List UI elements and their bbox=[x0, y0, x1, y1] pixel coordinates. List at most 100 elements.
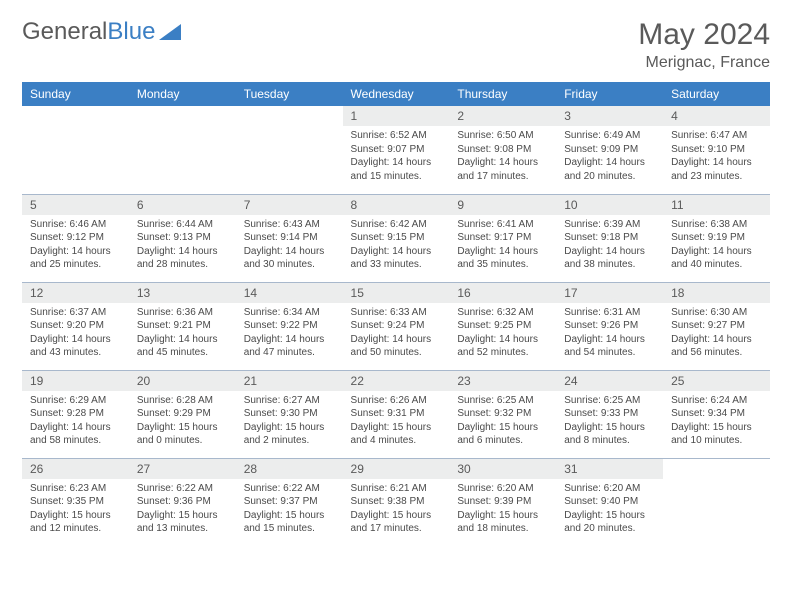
day-number: 1 bbox=[343, 106, 450, 126]
day-details: Sunrise: 6:36 AMSunset: 9:21 PMDaylight:… bbox=[129, 303, 236, 366]
brand-part2: Blue bbox=[107, 18, 155, 46]
day-details: Sunrise: 6:33 AMSunset: 9:24 PMDaylight:… bbox=[343, 303, 450, 366]
day-number: 19 bbox=[22, 371, 129, 391]
calendar-week-row: 5Sunrise: 6:46 AMSunset: 9:12 PMDaylight… bbox=[22, 194, 770, 282]
brand-logo: GeneralBlue bbox=[22, 18, 181, 46]
day-number: 26 bbox=[22, 459, 129, 479]
brand-part1: General bbox=[22, 18, 107, 46]
calendar-cell bbox=[236, 106, 343, 194]
day-details: Sunrise: 6:25 AMSunset: 9:33 PMDaylight:… bbox=[556, 391, 663, 454]
day-details: Sunrise: 6:37 AMSunset: 9:20 PMDaylight:… bbox=[22, 303, 129, 366]
day-details: Sunrise: 6:20 AMSunset: 9:40 PMDaylight:… bbox=[556, 479, 663, 542]
title-block: May 2024 Merignac, France bbox=[638, 18, 770, 72]
day-number: 2 bbox=[449, 106, 556, 126]
day-number: 9 bbox=[449, 195, 556, 215]
calendar-week-row: 1Sunrise: 6:52 AMSunset: 9:07 PMDaylight… bbox=[22, 106, 770, 194]
day-number: 10 bbox=[556, 195, 663, 215]
day-number: 23 bbox=[449, 371, 556, 391]
day-details: Sunrise: 6:34 AMSunset: 9:22 PMDaylight:… bbox=[236, 303, 343, 366]
calendar-cell: 16Sunrise: 6:32 AMSunset: 9:25 PMDayligh… bbox=[449, 282, 556, 370]
calendar-cell: 29Sunrise: 6:21 AMSunset: 9:38 PMDayligh… bbox=[343, 458, 450, 546]
brand-triangle-icon bbox=[159, 24, 181, 40]
day-number: 20 bbox=[129, 371, 236, 391]
day-number: 5 bbox=[22, 195, 129, 215]
calendar-week-row: 12Sunrise: 6:37 AMSunset: 9:20 PMDayligh… bbox=[22, 282, 770, 370]
calendar-cell: 15Sunrise: 6:33 AMSunset: 9:24 PMDayligh… bbox=[343, 282, 450, 370]
calendar-cell: 31Sunrise: 6:20 AMSunset: 9:40 PMDayligh… bbox=[556, 458, 663, 546]
day-details: Sunrise: 6:31 AMSunset: 9:26 PMDaylight:… bbox=[556, 303, 663, 366]
day-number: 14 bbox=[236, 283, 343, 303]
calendar-cell: 11Sunrise: 6:38 AMSunset: 9:19 PMDayligh… bbox=[663, 194, 770, 282]
day-details: Sunrise: 6:46 AMSunset: 9:12 PMDaylight:… bbox=[22, 215, 129, 278]
day-number: 8 bbox=[343, 195, 450, 215]
day-details: Sunrise: 6:26 AMSunset: 9:31 PMDaylight:… bbox=[343, 391, 450, 454]
calendar-cell: 2Sunrise: 6:50 AMSunset: 9:08 PMDaylight… bbox=[449, 106, 556, 194]
calendar-cell: 7Sunrise: 6:43 AMSunset: 9:14 PMDaylight… bbox=[236, 194, 343, 282]
calendar-cell: 1Sunrise: 6:52 AMSunset: 9:07 PMDaylight… bbox=[343, 106, 450, 194]
day-number: 25 bbox=[663, 371, 770, 391]
day-number: 13 bbox=[129, 283, 236, 303]
day-number: 27 bbox=[129, 459, 236, 479]
day-details: Sunrise: 6:23 AMSunset: 9:35 PMDaylight:… bbox=[22, 479, 129, 542]
day-details: Sunrise: 6:24 AMSunset: 9:34 PMDaylight:… bbox=[663, 391, 770, 454]
day-number: 7 bbox=[236, 195, 343, 215]
day-details: Sunrise: 6:32 AMSunset: 9:25 PMDaylight:… bbox=[449, 303, 556, 366]
day-number: 22 bbox=[343, 371, 450, 391]
day-number: 4 bbox=[663, 106, 770, 126]
calendar-cell: 9Sunrise: 6:41 AMSunset: 9:17 PMDaylight… bbox=[449, 194, 556, 282]
weekday-header: Wednesday bbox=[343, 82, 450, 106]
weekday-header-row: Sunday Monday Tuesday Wednesday Thursday… bbox=[22, 82, 770, 106]
day-details: Sunrise: 6:39 AMSunset: 9:18 PMDaylight:… bbox=[556, 215, 663, 278]
day-number: 31 bbox=[556, 459, 663, 479]
page-header: GeneralBlue May 2024 Merignac, France bbox=[22, 18, 770, 72]
calendar-cell bbox=[129, 106, 236, 194]
calendar-cell: 19Sunrise: 6:29 AMSunset: 9:28 PMDayligh… bbox=[22, 370, 129, 458]
day-details: Sunrise: 6:21 AMSunset: 9:38 PMDaylight:… bbox=[343, 479, 450, 542]
day-number: 24 bbox=[556, 371, 663, 391]
calendar-cell: 4Sunrise: 6:47 AMSunset: 9:10 PMDaylight… bbox=[663, 106, 770, 194]
calendar-cell: 14Sunrise: 6:34 AMSunset: 9:22 PMDayligh… bbox=[236, 282, 343, 370]
day-details: Sunrise: 6:44 AMSunset: 9:13 PMDaylight:… bbox=[129, 215, 236, 278]
day-number: 3 bbox=[556, 106, 663, 126]
day-number: 28 bbox=[236, 459, 343, 479]
calendar-cell: 25Sunrise: 6:24 AMSunset: 9:34 PMDayligh… bbox=[663, 370, 770, 458]
day-details: Sunrise: 6:42 AMSunset: 9:15 PMDaylight:… bbox=[343, 215, 450, 278]
weekday-header: Sunday bbox=[22, 82, 129, 106]
day-details: Sunrise: 6:25 AMSunset: 9:32 PMDaylight:… bbox=[449, 391, 556, 454]
day-details: Sunrise: 6:50 AMSunset: 9:08 PMDaylight:… bbox=[449, 126, 556, 189]
day-details: Sunrise: 6:52 AMSunset: 9:07 PMDaylight:… bbox=[343, 126, 450, 189]
calendar-cell: 28Sunrise: 6:22 AMSunset: 9:37 PMDayligh… bbox=[236, 458, 343, 546]
day-number: 30 bbox=[449, 459, 556, 479]
weekday-header: Monday bbox=[129, 82, 236, 106]
day-details: Sunrise: 6:30 AMSunset: 9:27 PMDaylight:… bbox=[663, 303, 770, 366]
calendar-cell: 20Sunrise: 6:28 AMSunset: 9:29 PMDayligh… bbox=[129, 370, 236, 458]
calendar-cell: 22Sunrise: 6:26 AMSunset: 9:31 PMDayligh… bbox=[343, 370, 450, 458]
day-number: 11 bbox=[663, 195, 770, 215]
calendar-cell: 17Sunrise: 6:31 AMSunset: 9:26 PMDayligh… bbox=[556, 282, 663, 370]
calendar-cell: 6Sunrise: 6:44 AMSunset: 9:13 PMDaylight… bbox=[129, 194, 236, 282]
calendar-cell: 21Sunrise: 6:27 AMSunset: 9:30 PMDayligh… bbox=[236, 370, 343, 458]
calendar-week-row: 26Sunrise: 6:23 AMSunset: 9:35 PMDayligh… bbox=[22, 458, 770, 546]
calendar-cell: 3Sunrise: 6:49 AMSunset: 9:09 PMDaylight… bbox=[556, 106, 663, 194]
day-details: Sunrise: 6:47 AMSunset: 9:10 PMDaylight:… bbox=[663, 126, 770, 189]
weekday-header: Friday bbox=[556, 82, 663, 106]
day-details: Sunrise: 6:43 AMSunset: 9:14 PMDaylight:… bbox=[236, 215, 343, 278]
weekday-header: Thursday bbox=[449, 82, 556, 106]
calendar-cell: 18Sunrise: 6:30 AMSunset: 9:27 PMDayligh… bbox=[663, 282, 770, 370]
day-details: Sunrise: 6:38 AMSunset: 9:19 PMDaylight:… bbox=[663, 215, 770, 278]
day-details: Sunrise: 6:28 AMSunset: 9:29 PMDaylight:… bbox=[129, 391, 236, 454]
day-details: Sunrise: 6:41 AMSunset: 9:17 PMDaylight:… bbox=[449, 215, 556, 278]
day-number: 17 bbox=[556, 283, 663, 303]
calendar-cell: 23Sunrise: 6:25 AMSunset: 9:32 PMDayligh… bbox=[449, 370, 556, 458]
day-number: 21 bbox=[236, 371, 343, 391]
calendar-cell: 24Sunrise: 6:25 AMSunset: 9:33 PMDayligh… bbox=[556, 370, 663, 458]
calendar-cell: 12Sunrise: 6:37 AMSunset: 9:20 PMDayligh… bbox=[22, 282, 129, 370]
day-details: Sunrise: 6:49 AMSunset: 9:09 PMDaylight:… bbox=[556, 126, 663, 189]
calendar-cell: 8Sunrise: 6:42 AMSunset: 9:15 PMDaylight… bbox=[343, 194, 450, 282]
calendar-cell: 13Sunrise: 6:36 AMSunset: 9:21 PMDayligh… bbox=[129, 282, 236, 370]
day-number: 15 bbox=[343, 283, 450, 303]
day-number: 29 bbox=[343, 459, 450, 479]
month-title: May 2024 bbox=[638, 18, 770, 52]
day-details: Sunrise: 6:20 AMSunset: 9:39 PMDaylight:… bbox=[449, 479, 556, 542]
calendar-week-row: 19Sunrise: 6:29 AMSunset: 9:28 PMDayligh… bbox=[22, 370, 770, 458]
